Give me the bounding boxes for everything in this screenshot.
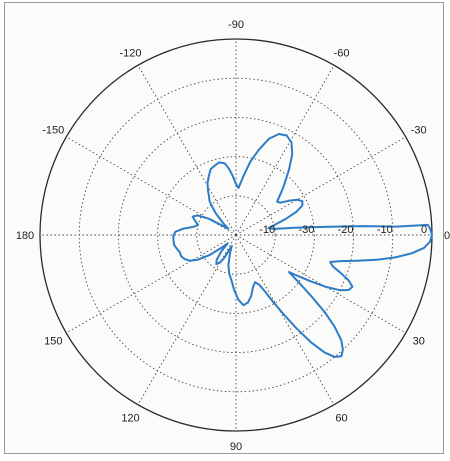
grid-ring <box>117 116 355 354</box>
grid-spoke <box>66 234 237 334</box>
figure-frame <box>4 2 444 454</box>
angle-tick-label: -30 <box>411 125 427 137</box>
grid-spoke <box>235 234 335 405</box>
tick-labels: 0 30 60 90 120 150 180 -150 -120 -90 -60 -30 -10 -30 -… <box>16 19 450 453</box>
radial-tick-label: 0 <box>421 224 427 236</box>
angle-tick-label: -60 <box>334 47 350 59</box>
angle-tick-label: -120 <box>119 47 141 59</box>
angle-tick-label: -90 <box>228 19 244 31</box>
angle-tick-label: 30 <box>413 336 425 348</box>
pattern-trace <box>172 133 433 358</box>
radial-tick-label: -10 <box>259 224 275 236</box>
series-layer <box>172 133 433 358</box>
grid-spoke <box>235 65 335 236</box>
grid-spoke <box>137 65 237 236</box>
radial-tick-label: -10 <box>377 224 393 236</box>
radial-tick-label: -30 <box>298 224 314 236</box>
grid-ring <box>196 195 276 275</box>
polar-grid <box>39 38 433 432</box>
angle-tick-label: 90 <box>230 441 242 453</box>
angle-tick-label: -150 <box>42 125 64 137</box>
angle-tick-label: 0 <box>444 230 450 242</box>
grid-spoke <box>235 234 406 334</box>
angle-tick-label: 150 <box>44 336 62 348</box>
radial-tick-label: -20 <box>338 224 354 236</box>
angle-tick-label: 60 <box>335 413 347 425</box>
grid-spoke <box>235 136 406 236</box>
angle-tick-label: 180 <box>16 230 34 242</box>
angle-tick-label: 120 <box>121 413 139 425</box>
grid-ring <box>157 156 315 314</box>
